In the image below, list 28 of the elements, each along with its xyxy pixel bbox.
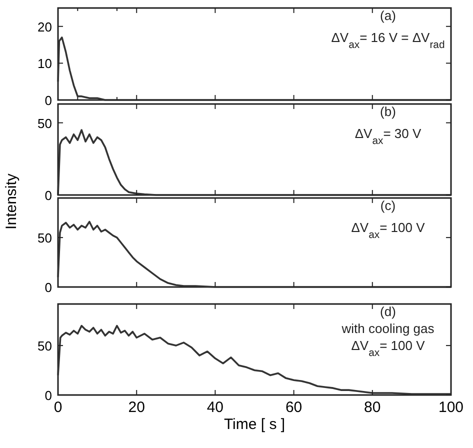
line-series bbox=[57, 324, 452, 395]
line-series bbox=[57, 129, 452, 196]
annotation: (d) bbox=[380, 304, 396, 319]
x-tick-label: 20 bbox=[128, 399, 145, 416]
y-tick-label: 0 bbox=[44, 280, 52, 295]
annotation: ΔV$_{ax}$= 100 V bbox=[351, 220, 426, 240]
x-axis-title: Time [ s ] bbox=[224, 416, 286, 433]
annotation: (b) bbox=[380, 104, 396, 119]
annotation: ΔV$_{ax}$= 100 V bbox=[351, 338, 426, 358]
y-axis-title: Intensity bbox=[3, 173, 20, 230]
y-tick-label: 0 bbox=[44, 388, 52, 403]
annotation: ΔV$_{ax}$= 30 V bbox=[354, 126, 422, 146]
y-tick-label: 0 bbox=[44, 188, 52, 203]
y-tick-label: 50 bbox=[38, 338, 52, 354]
y-tick-label: 20 bbox=[38, 19, 52, 34]
line-series bbox=[57, 220, 452, 288]
annotation: (c) bbox=[380, 198, 396, 213]
y-tick-label: 50 bbox=[38, 116, 52, 131]
x-tick-label: 40 bbox=[206, 399, 224, 416]
x-tick-label: 80 bbox=[364, 399, 381, 416]
annotation: with cooling gas bbox=[340, 321, 435, 336]
y-tick-label: 50 bbox=[38, 230, 52, 246]
x-tick-label: 60 bbox=[285, 399, 302, 416]
y-tick-label: 10 bbox=[38, 56, 52, 72]
y-tick-label: 0 bbox=[44, 93, 52, 108]
x-tick-label: 100 bbox=[438, 399, 464, 416]
annotation: ΔV$_{ax}$= 16 V = ΔV$_{rad}$ bbox=[331, 30, 445, 50]
annotation: (a) bbox=[380, 8, 396, 23]
